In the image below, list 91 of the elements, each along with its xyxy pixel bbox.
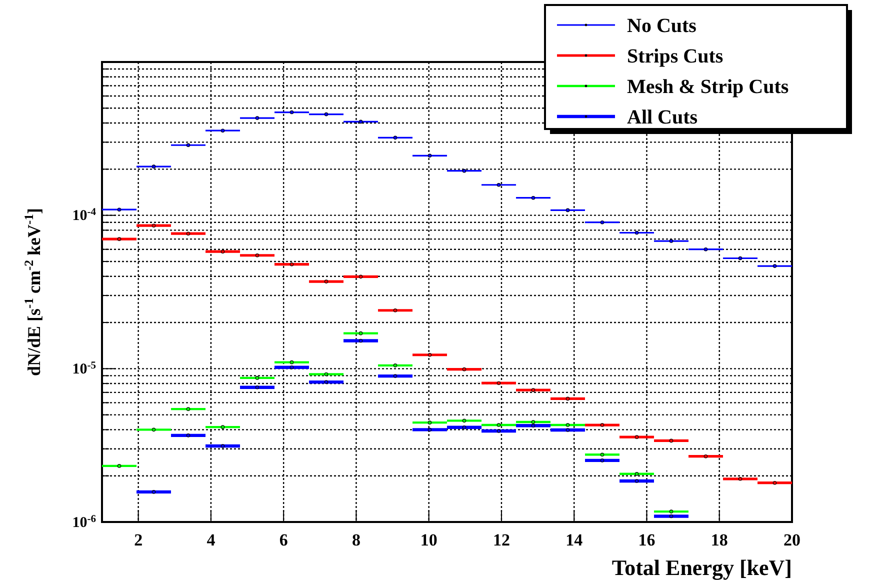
point [393, 136, 398, 140]
point [428, 420, 432, 424]
point [704, 454, 708, 458]
point [255, 116, 260, 120]
point [220, 425, 225, 429]
point [462, 418, 466, 423]
legend-label: No Cuts [627, 15, 697, 37]
point [600, 452, 604, 457]
point [117, 208, 122, 212]
point [566, 396, 570, 401]
point [152, 490, 156, 494]
x-tick-label: 4 [206, 530, 216, 550]
point [496, 423, 501, 427]
point [600, 423, 604, 427]
point [152, 164, 156, 168]
point [324, 380, 328, 384]
x-tick-label: 18 [710, 530, 728, 550]
x-tick-label: 2 [134, 530, 143, 550]
point [428, 352, 432, 357]
point [393, 364, 398, 368]
legend-label: Strips Cuts [627, 46, 724, 68]
point [324, 280, 328, 284]
point [772, 480, 777, 485]
point [634, 472, 639, 476]
point [462, 425, 466, 430]
legend-label: All Cuts [627, 106, 698, 128]
point [117, 237, 122, 241]
point [324, 372, 328, 376]
point [290, 360, 294, 364]
point [531, 196, 536, 200]
point [772, 264, 777, 268]
x-tick-label: 20 [784, 530, 800, 550]
point [600, 220, 604, 224]
point [634, 230, 639, 235]
point [496, 381, 501, 386]
x-tick-label: 12 [492, 530, 510, 550]
point [186, 232, 190, 236]
x-tick-label: 10 [420, 530, 438, 550]
point [496, 182, 501, 187]
point [117, 464, 122, 468]
point [358, 274, 363, 279]
point [255, 253, 260, 258]
point [393, 308, 398, 312]
point [220, 444, 225, 448]
x-tick-label: 8 [352, 530, 360, 550]
point [290, 110, 294, 114]
point [669, 510, 674, 514]
point [358, 338, 363, 343]
point [428, 154, 432, 158]
point [255, 385, 260, 390]
point [428, 428, 432, 432]
point [152, 428, 156, 432]
x-tick-label: 6 [279, 530, 288, 550]
point [704, 247, 708, 252]
point [186, 434, 190, 438]
point [531, 424, 536, 428]
point [255, 376, 260, 380]
y-tick-label: 10$^{-6}$ [72, 513, 96, 531]
x-axis-title: Total Energy [keV] [612, 555, 792, 580]
point [496, 429, 501, 433]
point [531, 420, 536, 424]
point [462, 168, 466, 173]
point [634, 435, 639, 439]
legend-label: Mesh & Strip Cuts [627, 76, 789, 98]
y-tick-label: 10$^{-4}$ [72, 206, 97, 224]
point [669, 514, 674, 518]
x-tick-label: 14 [566, 530, 584, 550]
point [358, 120, 363, 124]
point [634, 479, 639, 483]
point [669, 239, 674, 243]
point [462, 367, 466, 372]
point [566, 423, 570, 427]
point [152, 224, 156, 228]
point [738, 477, 742, 481]
point [220, 128, 225, 132]
point [669, 438, 674, 443]
point [324, 112, 328, 116]
point [290, 365, 294, 370]
point [531, 388, 536, 392]
point [186, 143, 190, 148]
point [566, 428, 570, 432]
y-tick-label: 10$^{-5}$ [72, 360, 96, 378]
point [738, 256, 742, 260]
point [566, 208, 570, 212]
point [290, 262, 294, 266]
point [186, 407, 190, 411]
point [220, 250, 225, 254]
point [393, 374, 398, 378]
point [600, 458, 604, 462]
x-tick-label: 16 [638, 530, 656, 550]
point [358, 331, 363, 336]
